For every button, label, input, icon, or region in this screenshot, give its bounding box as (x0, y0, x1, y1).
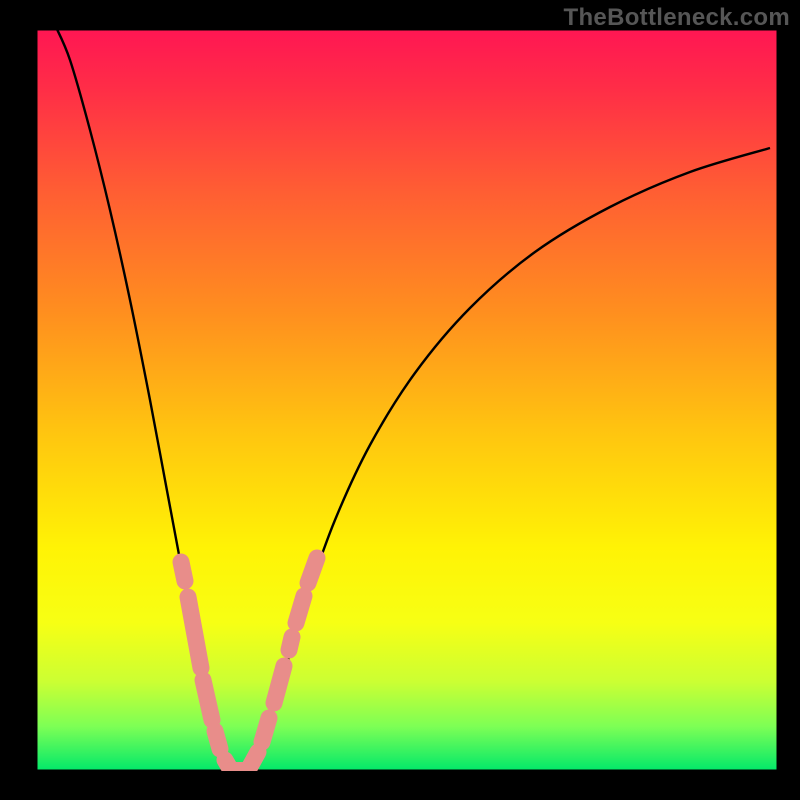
marker-capsule (181, 562, 185, 581)
marker-capsule (215, 731, 220, 749)
marker-capsule (247, 752, 258, 772)
bottleneck-chart-svg (0, 0, 800, 800)
plot-background-gradient (36, 29, 778, 771)
marker-capsule (296, 596, 304, 623)
marker-capsule (262, 718, 269, 742)
chart-canvas: TheBottleneck.com (0, 0, 800, 800)
marker-capsule (274, 666, 284, 703)
marker-capsule (203, 680, 212, 720)
marker-capsule (289, 637, 292, 650)
marker-capsule (308, 558, 317, 583)
